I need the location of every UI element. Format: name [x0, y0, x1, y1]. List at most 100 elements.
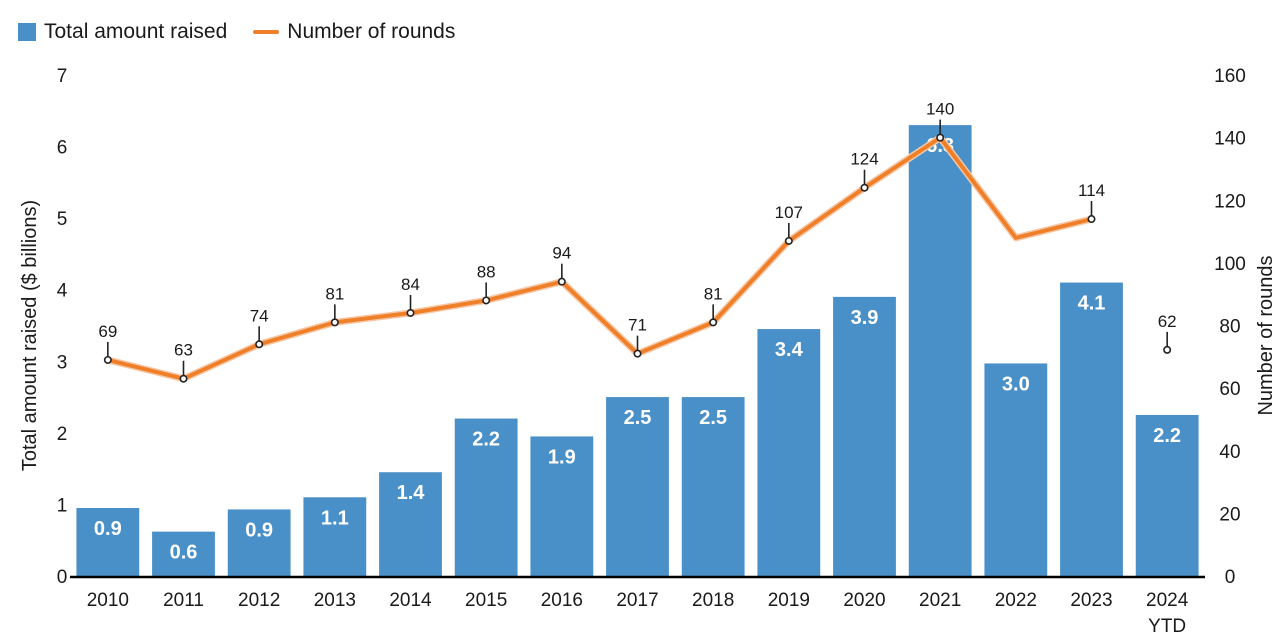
bar-value-label: 2.2	[472, 429, 500, 451]
y-left-tick-label: 2	[57, 424, 68, 445]
point-value-label: 114	[1078, 181, 1105, 200]
bar	[454, 418, 518, 576]
y-right-tick-label: 100	[1214, 254, 1246, 275]
bar	[1135, 414, 1199, 576]
bar-value-label: 4.1	[1078, 293, 1106, 315]
y-right-tick-label: 20	[1219, 504, 1240, 525]
bar-value-label: 2.5	[699, 407, 727, 429]
bar-value-label: 3.0	[1002, 373, 1030, 395]
x-tick-label: 2021	[919, 590, 961, 611]
point-value-label: 71	[628, 316, 647, 335]
legend: Total amount raised Number of rounds	[18, 20, 455, 44]
legend-item-rounds: Number of rounds	[253, 20, 455, 44]
x-tick-label: 2014	[389, 590, 432, 611]
line-point	[179, 374, 188, 383]
line-point	[1163, 345, 1172, 354]
line-group: 69 63 74 81 84 88 94 71 81 107 124 140 114 62	[98, 100, 1177, 383]
bar-value-label: 2.5	[624, 407, 652, 429]
bar-value-label: 2.2	[1153, 425, 1181, 447]
point-value-label: 84	[401, 275, 420, 294]
bar	[152, 531, 215, 576]
legend-bar-label: Total amount raised	[44, 20, 228, 43]
x-tick-label: 2010	[87, 590, 129, 611]
line-point	[406, 308, 415, 317]
x-tick-label: 2011	[163, 590, 204, 611]
y-right-tick-label: 0	[1225, 567, 1236, 588]
y-right-tick-label: 120	[1214, 191, 1246, 212]
y-right-tick-label: 160	[1214, 66, 1246, 87]
bar	[757, 329, 821, 576]
bar	[908, 125, 972, 576]
bar	[530, 436, 594, 576]
x-tick-label: 2016	[541, 590, 583, 611]
rounds-line	[105, 135, 1094, 381]
line-point	[633, 349, 642, 358]
point-value-label: 140	[926, 100, 954, 119]
bar	[76, 508, 140, 576]
line-point	[709, 318, 718, 327]
line-point	[860, 183, 869, 192]
x-tick-label: 2023	[1070, 590, 1112, 611]
y-left-axis-title: Total amount raised ($ billions)	[19, 200, 41, 471]
y-right-axis-title: Number of rounds	[1255, 255, 1277, 415]
x-tick-label: 2015	[465, 590, 507, 611]
line-point	[255, 340, 264, 349]
point-value-label: 63	[174, 341, 193, 360]
line-point	[482, 296, 491, 305]
bar	[833, 296, 896, 576]
y-left-tick-label: 1	[57, 495, 68, 516]
bar-value-label: 3.9	[851, 307, 879, 329]
x-tick-label: 2012	[238, 590, 280, 611]
x-tick-label: 2020	[843, 590, 885, 611]
line-point	[557, 277, 566, 286]
x-tick-label: 2022	[995, 590, 1037, 611]
y-left-tick-label: 3	[57, 352, 68, 373]
bar-value-label: 3.4	[775, 339, 804, 361]
bar-value-label: 0.9	[94, 518, 122, 540]
point-value-label: 69	[98, 322, 117, 341]
point-value-label: 94	[552, 244, 571, 263]
bar-value-label: 0.9	[245, 519, 273, 541]
x-tick-label: 2018	[692, 590, 734, 611]
bar-value-label: 1.1	[321, 507, 349, 529]
bar	[1060, 282, 1123, 576]
point-value-label: 81	[325, 284, 344, 303]
y-left-tick-label: 5	[57, 209, 68, 230]
point-value-label: 88	[477, 262, 496, 281]
x-tick-label: 2017	[616, 590, 658, 611]
point-value-label: 81	[704, 284, 723, 303]
x-tick-label: 2019	[768, 590, 810, 611]
y-right-tick-label: 140	[1214, 129, 1246, 150]
y-left-tick-label: 6	[57, 138, 68, 159]
y-left-tick-label: 4	[57, 281, 68, 302]
point-value-label: 124	[850, 150, 878, 169]
legend-item-amount: Total amount raised	[18, 20, 227, 44]
bar	[379, 472, 442, 576]
bar	[681, 397, 745, 576]
line-point	[103, 355, 112, 364]
legend-bar-swatch	[18, 23, 36, 41]
bar	[303, 497, 367, 576]
bars-group: 0.90.60.91.11.42.21.92.5 2.53.43.96.33.04…	[76, 125, 1199, 576]
line-point	[1087, 215, 1096, 224]
legend-line-label: Number of rounds	[287, 20, 456, 43]
y-left-tick-label: 7	[57, 66, 68, 87]
point-value-label: 107	[775, 203, 803, 222]
bar-value-label: 1.4	[397, 482, 426, 504]
y-right-tick-label: 80	[1219, 317, 1240, 338]
x-tick-label: YTD	[1148, 616, 1186, 637]
y-left-tick-label: 0	[57, 567, 68, 588]
point-value-label: 62	[1158, 312, 1177, 331]
x-tick-label: 2013	[314, 590, 356, 611]
bar-value-label: 1.9	[548, 446, 576, 468]
point-value-label: 74	[250, 306, 269, 325]
bar	[606, 397, 669, 576]
bar	[227, 509, 291, 576]
bar	[984, 363, 1048, 576]
x-tick-label: 2024	[1146, 590, 1189, 611]
legend-line-swatch	[253, 30, 280, 34]
y-right-tick-label: 60	[1219, 379, 1240, 400]
y-right-tick-label: 40	[1219, 442, 1240, 463]
axes-group: 2010 2011 2012 2013 2014 2015 2016 2017 2018 2019…	[19, 66, 1277, 637]
